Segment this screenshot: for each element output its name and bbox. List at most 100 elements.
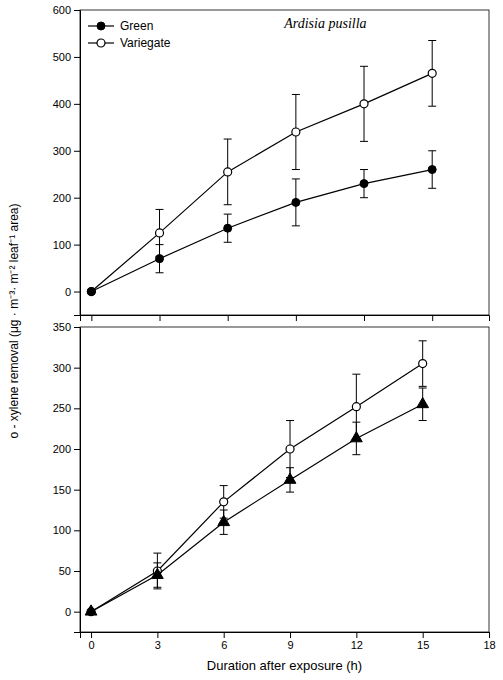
error-bar-cap xyxy=(352,454,360,455)
error-bar-cap xyxy=(428,188,436,189)
point xyxy=(224,224,232,232)
error-bar-cap xyxy=(286,420,294,421)
series-line xyxy=(91,404,423,611)
error-bar-cap xyxy=(156,272,164,273)
error-bar xyxy=(428,151,436,189)
y-tick-mark xyxy=(74,408,80,409)
y-tick-mark xyxy=(74,612,80,613)
y-tick-label: 300 xyxy=(53,145,71,157)
plot-frame xyxy=(80,327,489,632)
y-tick-mark xyxy=(74,490,80,491)
legend-marker xyxy=(97,22,105,30)
error-bar-cap xyxy=(153,562,161,563)
x-tick-label: 9 xyxy=(287,639,293,651)
y-tick-mark xyxy=(74,327,80,328)
y-tick-label: 300 xyxy=(53,362,71,374)
point xyxy=(156,229,164,237)
y-tick-mark xyxy=(74,571,80,572)
y-tick-label: 50 xyxy=(59,565,71,577)
y-tick-label: 600 xyxy=(53,4,71,16)
y-tick-label: 400 xyxy=(53,98,71,110)
legend-label: Variegate xyxy=(120,36,171,50)
y-tick-mark xyxy=(74,292,80,293)
plot-frame xyxy=(80,10,489,315)
y-axis-line xyxy=(74,11,81,316)
error-bar xyxy=(360,170,368,198)
point xyxy=(224,168,232,176)
point xyxy=(87,288,95,296)
x-tick: 6 xyxy=(221,632,227,651)
y-tick: 350 xyxy=(53,321,80,333)
point xyxy=(417,397,429,407)
y-tick: 50 xyxy=(59,565,80,577)
y-tick-label: 250 xyxy=(53,402,71,414)
point xyxy=(85,605,97,615)
x-tick-mark xyxy=(91,632,92,638)
plot-area xyxy=(87,41,436,296)
x-tick-mark xyxy=(423,632,424,638)
y-tick-label: 500 xyxy=(53,51,71,63)
error-bar-cap xyxy=(360,141,368,142)
y-tick-mark xyxy=(74,151,80,152)
error-bar-cap xyxy=(286,467,294,468)
x-tick-label: 0 xyxy=(88,639,94,651)
point xyxy=(292,198,300,206)
error-bar-cap xyxy=(153,553,161,554)
x-tick: 0 xyxy=(88,632,94,651)
error-bar-cap xyxy=(224,242,232,243)
x-tick-label: 15 xyxy=(417,639,429,651)
error-bar xyxy=(156,245,164,273)
error-bar-cap xyxy=(153,587,161,588)
error-bar-cap xyxy=(419,340,427,341)
series xyxy=(87,341,427,616)
point xyxy=(151,568,163,578)
y-tick-label: 200 xyxy=(53,443,71,455)
y-tick: 200 xyxy=(53,443,80,455)
point xyxy=(360,100,368,108)
error-bar-cap xyxy=(419,386,427,387)
x-tick-mark xyxy=(296,315,297,321)
y-tick-mark xyxy=(74,57,80,58)
error-bar-cap xyxy=(224,204,232,205)
point xyxy=(428,69,436,77)
series-line xyxy=(91,170,432,292)
series xyxy=(87,41,436,296)
point xyxy=(292,128,300,136)
x-tick-label: 6 xyxy=(221,639,227,651)
y-tick-mark xyxy=(74,198,80,199)
y-tick: 300 xyxy=(53,145,80,157)
x-tick xyxy=(432,315,433,321)
y-tick: 0 xyxy=(65,286,80,298)
y-tick-label: 200 xyxy=(53,192,71,204)
point xyxy=(352,403,360,411)
chart-title: Ardisia pusilla xyxy=(283,16,366,31)
figure: 0100200300400500600Ardisia pusillaGreenV… xyxy=(0,0,503,680)
point xyxy=(350,432,362,442)
error-bar-cap xyxy=(292,178,300,179)
y-tick: 600 xyxy=(53,4,80,16)
x-tick-mark xyxy=(489,632,490,638)
legend-item: Variegate xyxy=(88,36,171,50)
error-bar-cap xyxy=(428,150,436,151)
y-tick-label: 100 xyxy=(53,239,71,251)
y-axis: 0 100 200 300 400 500 600 xyxy=(53,4,81,315)
legend-marker xyxy=(97,39,105,47)
point xyxy=(286,445,294,453)
error-bar-cap xyxy=(292,225,300,226)
point xyxy=(220,498,228,506)
y-tick: 400 xyxy=(53,98,80,110)
error-bar-cap xyxy=(419,420,427,421)
y-tick: 150 xyxy=(53,484,80,496)
y-tick-mark xyxy=(74,10,80,11)
y-tick: 0 xyxy=(65,606,80,618)
series xyxy=(85,388,428,615)
x-tick-label: 3 xyxy=(155,639,161,651)
series xyxy=(87,151,436,296)
y-tick: 100 xyxy=(53,524,80,536)
y-tick: 100 xyxy=(53,239,80,251)
error-bar xyxy=(292,179,300,226)
error-bar-cap xyxy=(156,209,164,210)
x-tick: 15 xyxy=(417,632,429,651)
error-bar xyxy=(224,139,232,205)
y-tick-label: 0 xyxy=(65,606,71,618)
